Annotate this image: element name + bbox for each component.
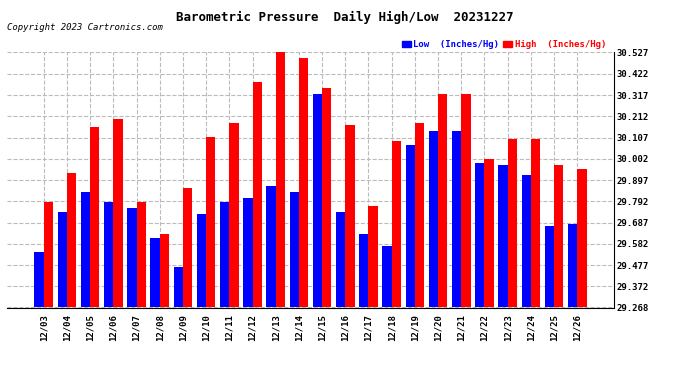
Bar bbox=[160, 234, 169, 308]
Bar bbox=[406, 145, 415, 308]
Legend: Low  (Inches/Hg), High  (Inches/Hg): Low (Inches/Hg), High (Inches/Hg) bbox=[398, 37, 609, 53]
Bar bbox=[438, 94, 447, 308]
Bar bbox=[554, 165, 563, 308]
Bar bbox=[137, 202, 146, 308]
Bar bbox=[428, 131, 438, 308]
Bar bbox=[336, 212, 345, 308]
Bar bbox=[67, 173, 77, 308]
Text: Barometric Pressure  Daily High/Low  20231227: Barometric Pressure Daily High/Low 20231… bbox=[176, 11, 514, 24]
Bar bbox=[174, 267, 183, 308]
Bar bbox=[522, 176, 531, 308]
Bar bbox=[544, 226, 554, 308]
Bar bbox=[299, 58, 308, 308]
Bar bbox=[127, 208, 137, 308]
Bar bbox=[183, 188, 193, 308]
Bar bbox=[266, 186, 276, 308]
Bar bbox=[415, 123, 424, 308]
Bar bbox=[206, 137, 215, 308]
Bar bbox=[452, 131, 461, 308]
Bar bbox=[461, 94, 471, 308]
Bar bbox=[345, 125, 355, 308]
Bar bbox=[322, 88, 331, 308]
Bar bbox=[484, 159, 494, 308]
Bar bbox=[43, 202, 53, 308]
Bar bbox=[81, 192, 90, 308]
Bar bbox=[359, 234, 368, 308]
Bar bbox=[475, 163, 484, 308]
Bar bbox=[244, 198, 253, 308]
Bar bbox=[498, 165, 508, 308]
Bar bbox=[368, 206, 377, 308]
Bar bbox=[508, 139, 517, 308]
Bar bbox=[58, 212, 67, 308]
Bar bbox=[253, 82, 262, 308]
Bar bbox=[104, 202, 113, 308]
Bar bbox=[90, 127, 99, 308]
Bar bbox=[34, 252, 43, 308]
Bar bbox=[531, 139, 540, 308]
Bar bbox=[290, 192, 299, 308]
Bar bbox=[113, 119, 123, 308]
Text: Copyright 2023 Cartronics.com: Copyright 2023 Cartronics.com bbox=[7, 23, 163, 32]
Bar bbox=[382, 246, 392, 308]
Bar bbox=[392, 141, 401, 308]
Bar bbox=[276, 52, 285, 308]
Bar bbox=[313, 94, 322, 308]
Bar bbox=[220, 202, 229, 308]
Bar bbox=[578, 170, 586, 308]
Bar bbox=[229, 123, 239, 308]
Bar bbox=[568, 224, 578, 308]
Bar bbox=[197, 214, 206, 308]
Bar bbox=[150, 238, 160, 308]
